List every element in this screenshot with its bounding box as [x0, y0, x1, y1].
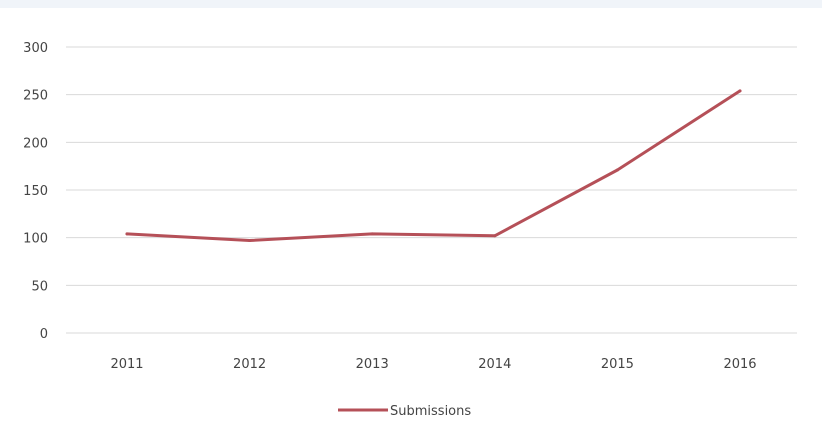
data-point: [370, 232, 374, 236]
y-tick-label: 150: [23, 184, 48, 199]
gridlines: [66, 46, 797, 334]
x-tick-label: 2011: [110, 357, 143, 372]
chart-area: [0, 8, 822, 432]
x-tick-label: 2012: [233, 357, 266, 372]
x-tick-label: 2016: [723, 357, 756, 372]
y-tick-label: 250: [23, 89, 48, 104]
y-tick-label: 100: [23, 232, 48, 247]
y-tick-label: 200: [23, 136, 48, 151]
y-axis-ticks: 0 50 100 150 200 250 300: [23, 41, 48, 342]
x-tick-label: 2015: [601, 357, 634, 372]
data-point: [248, 239, 252, 243]
x-axis-ticks: 2011 2012 2013 2014 2015 2016: [110, 357, 756, 372]
data-point: [125, 232, 129, 236]
data-point: [738, 89, 742, 93]
x-tick-label: 2013: [356, 357, 389, 372]
x-tick-label: 2014: [478, 357, 511, 372]
y-tick-label: 50: [31, 279, 48, 294]
series-line-submissions: [125, 89, 742, 242]
y-tick-label: 0: [40, 327, 48, 342]
data-point: [493, 234, 497, 238]
legend-label-submissions: Submissions: [390, 404, 471, 419]
series-submissions: [125, 89, 742, 243]
data-point: [615, 168, 619, 172]
y-tick-label: 300: [23, 41, 48, 56]
legend: Submissions: [338, 404, 471, 419]
